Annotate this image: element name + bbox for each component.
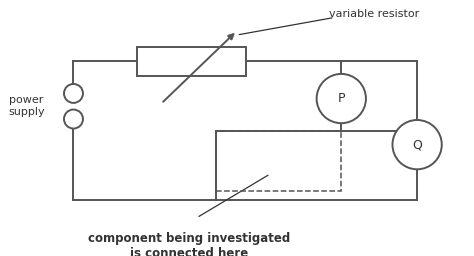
Text: Q: Q (412, 138, 422, 151)
Ellipse shape (392, 120, 442, 169)
Bar (137, 47, 246, 76)
Text: power
supply: power supply (9, 95, 45, 117)
Ellipse shape (317, 74, 366, 123)
Ellipse shape (64, 110, 83, 129)
Ellipse shape (64, 84, 83, 103)
Text: P: P (337, 92, 345, 105)
Text: component being investigated
is connected here: component being investigated is connecte… (89, 232, 291, 256)
Bar (216, 131, 341, 191)
Text: variable resistor: variable resistor (329, 9, 419, 19)
